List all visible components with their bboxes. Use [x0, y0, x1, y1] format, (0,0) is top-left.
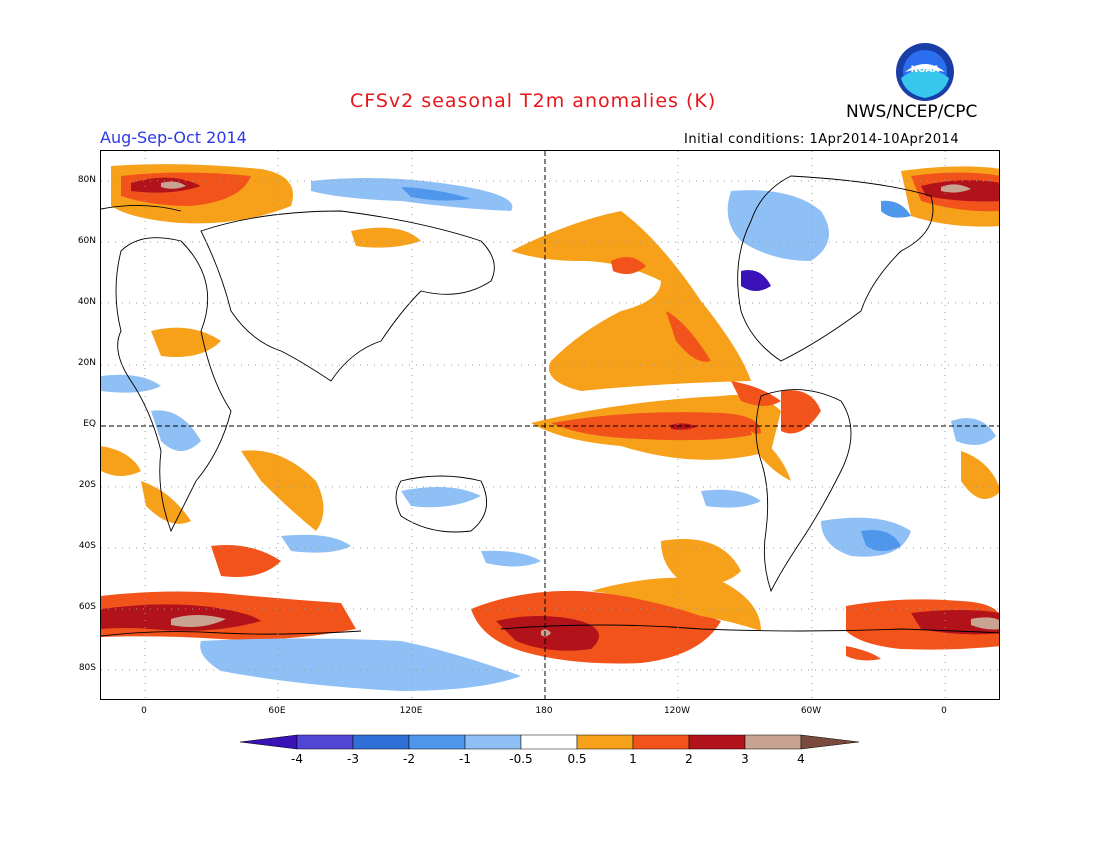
colorbar-segment [352, 734, 410, 750]
logo-text: NOAA [911, 65, 940, 75]
colorbar-segment [632, 734, 690, 750]
lat-label: 80S [78, 663, 96, 673]
lon-label: 120W [663, 706, 691, 716]
colorbar-label: -0.5 [509, 752, 533, 766]
anomaly-map [100, 150, 1000, 700]
colorbar-label: -3 [347, 752, 359, 766]
colorbar-segment [239, 734, 298, 750]
anomaly-shading [101, 164, 999, 691]
colorbar-segment [744, 734, 802, 750]
colorbar-label: 0.5 [567, 752, 587, 766]
colorbar-segment [464, 734, 522, 750]
colorbar-label: -1 [459, 752, 471, 766]
lat-label: 60S [78, 602, 96, 612]
lat-label: EQ [83, 419, 96, 429]
agency-label: NWS/NCEP/CPC [846, 102, 978, 122]
lon-label: 60W [800, 706, 822, 716]
colorbar-label: -2 [403, 752, 415, 766]
lon-label: 180 [535, 706, 553, 716]
lon-label: 120E [399, 706, 423, 716]
gridline-dots [101, 151, 999, 699]
colorbar-segment [296, 734, 354, 750]
lat-label: 40N [77, 297, 96, 307]
colorbar-segment [408, 734, 466, 750]
lat-label: 20S [78, 480, 96, 490]
lon-label: 0 [941, 706, 947, 716]
colorbar-label: 4 [797, 752, 805, 766]
lon-label: 60E [268, 706, 286, 716]
lat-label: 20N [77, 358, 96, 368]
lat-label: 60N [77, 236, 96, 246]
warm-north-pacific [511, 211, 751, 391]
initial-conditions-label: Initial conditions: 1Apr2014-10Apr2014 [684, 132, 960, 147]
colorbar-label: -4 [291, 752, 303, 766]
coastlines [101, 175, 999, 637]
colorbar [239, 732, 865, 772]
lon-label: 0 [141, 706, 147, 716]
cold-antarctic [200, 638, 521, 691]
warm-indian-ocean [241, 450, 324, 531]
colorbar-segment [576, 734, 634, 750]
colorbar-label: 1 [629, 752, 637, 766]
lat-label: 80N [77, 175, 96, 185]
colorbar-segment [688, 734, 746, 750]
colorbar-label: 3 [741, 752, 749, 766]
colorbar-segment [520, 734, 578, 750]
noaa-logo: NOAA [895, 42, 955, 102]
map-title: CFSv2 seasonal T2m anomalies (K) [350, 90, 717, 112]
period-label: Aug-Sep-Oct 2014 [100, 128, 247, 147]
lat-label: 40S [78, 541, 96, 551]
colorbar-segment [800, 734, 860, 750]
colorbar-label: 2 [685, 752, 693, 766]
